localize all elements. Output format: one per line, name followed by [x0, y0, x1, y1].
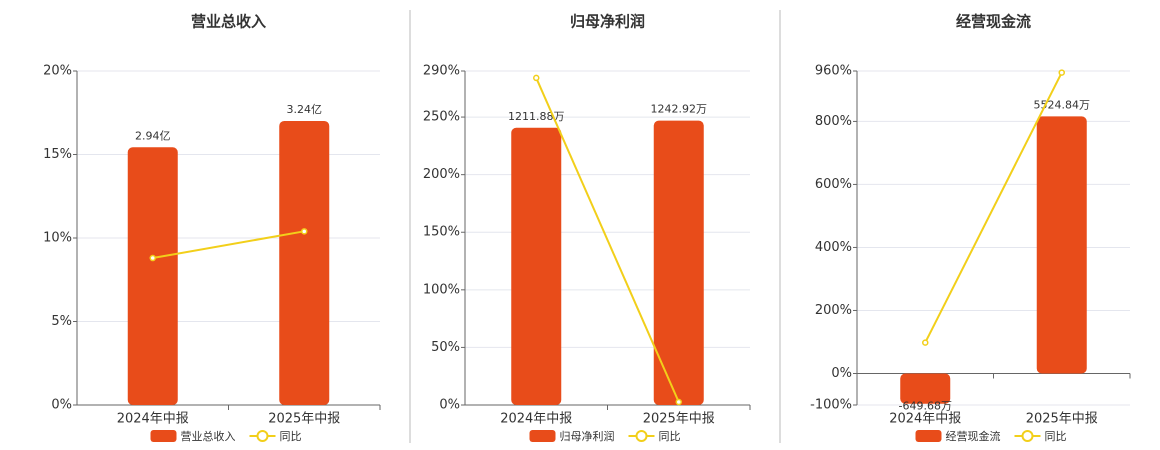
y-tick-label: 0%	[51, 398, 72, 413]
legend-label: 归母净利润	[560, 429, 615, 443]
legend-swatch	[915, 430, 942, 442]
y-tick-label: 0%	[439, 398, 460, 413]
legend-label: 营业总收入	[181, 429, 236, 443]
x-tick-label: 2024年中报	[117, 412, 189, 427]
y-tick-label: 400%	[815, 240, 852, 255]
line-point	[675, 398, 682, 406]
y-tick-label: 290%	[423, 64, 460, 79]
y-tick-label: 5%	[51, 314, 72, 329]
y-tick-label: 0%	[831, 366, 852, 381]
y-tick-label: 20%	[43, 64, 72, 79]
y-tick-label: 50%	[431, 340, 460, 355]
legend-swatch	[529, 430, 556, 442]
bar	[127, 147, 178, 406]
bar	[1036, 116, 1087, 374]
chart-title: 营业总收入	[191, 13, 266, 31]
legend-label: 同比	[659, 430, 681, 443]
bar	[653, 120, 704, 405]
x-tick-label: 2025年中报	[1026, 412, 1098, 427]
line-point	[533, 74, 540, 82]
value-label: 1211.88万	[508, 110, 565, 123]
y-tick-label: 150%	[423, 225, 460, 240]
legend-swatch	[256, 430, 269, 442]
value-label: -649.68万	[899, 400, 952, 413]
value-label: 5524.84万	[1034, 98, 1091, 111]
legend-swatch	[635, 430, 648, 442]
chart-title: 经营现金流	[956, 13, 1031, 31]
line	[535, 77, 680, 403]
y-tick-label: -100%	[810, 398, 852, 413]
legend-swatch	[1021, 430, 1034, 442]
line-point	[1058, 69, 1065, 76]
x-tick-label: 2024年中报	[500, 412, 572, 427]
y-tick-label: 250%	[423, 110, 460, 125]
line-point	[301, 228, 308, 235]
x-tick-label: 2025年中报	[268, 412, 340, 427]
value-label: 3.24亿	[287, 103, 323, 116]
value-label: 1242.92万	[651, 103, 708, 116]
line	[924, 72, 1063, 344]
bar	[511, 127, 562, 406]
legend-label: 经营现金流	[946, 429, 1001, 443]
y-tick-label: 960%	[815, 64, 852, 79]
y-tick-label: 200%	[423, 167, 460, 182]
legend-label: 同比	[1045, 430, 1067, 443]
y-tick-label: 200%	[815, 303, 852, 318]
y-tick-label: 100%	[423, 282, 460, 297]
line	[152, 230, 305, 260]
bar	[900, 373, 951, 404]
line-point	[922, 339, 929, 346]
y-tick-label: 10%	[43, 231, 72, 246]
line-point	[149, 254, 156, 262]
legend-label: 同比	[280, 430, 302, 443]
bar	[279, 120, 330, 405]
x-tick-label: 2024年中报	[889, 412, 961, 427]
chart-title: 归母净利润	[570, 13, 645, 31]
y-tick-label: 15%	[43, 147, 72, 162]
x-tick-label: 2025年中报	[643, 412, 715, 427]
y-tick-label: 800%	[815, 114, 852, 129]
y-tick-label: 600%	[815, 177, 852, 192]
value-label: 2.94亿	[135, 129, 171, 142]
legend-swatch	[150, 430, 177, 442]
